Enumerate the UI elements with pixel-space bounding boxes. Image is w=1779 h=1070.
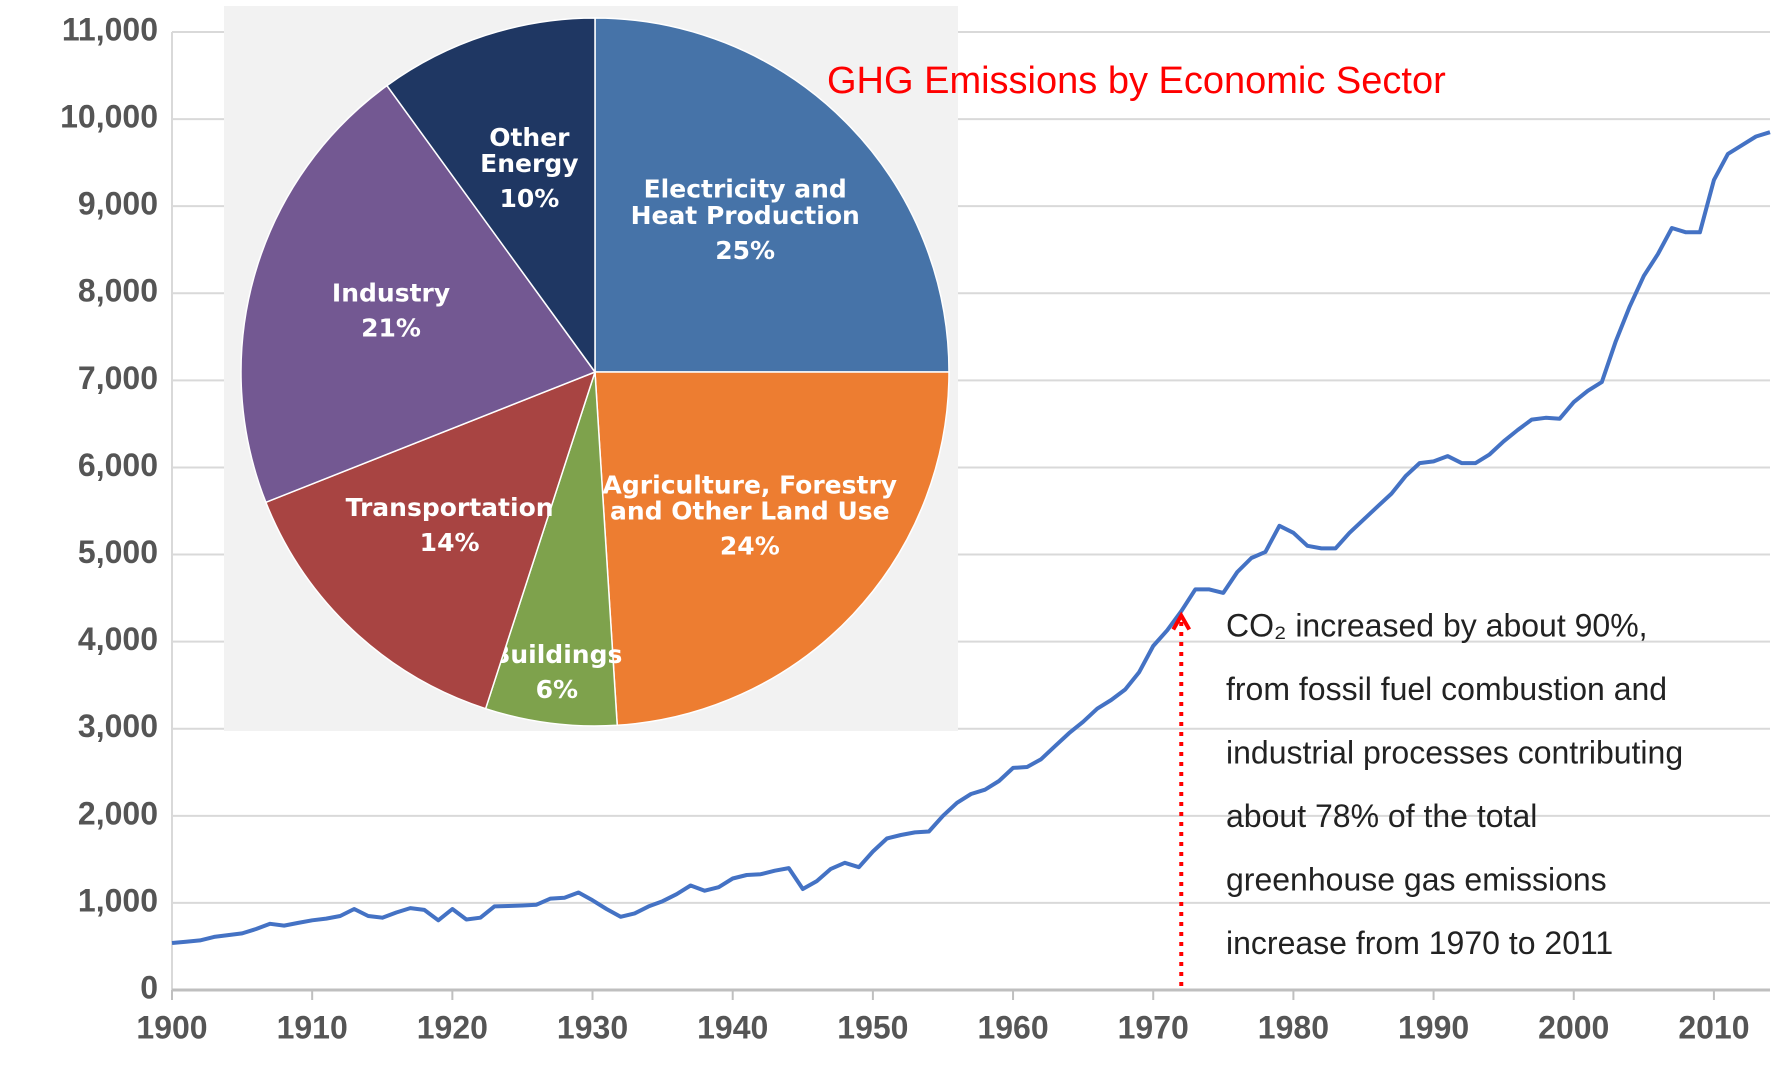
slice-value: 21%: [361, 314, 421, 343]
pie-slice: [385, 17, 596, 375]
y-tick-label: 11,000: [62, 11, 158, 47]
slice-value: 24%: [720, 531, 780, 560]
annotation-text: greenhouse gas emissions: [1226, 861, 1607, 897]
y-tick-label: 6,000: [78, 447, 158, 483]
pie-title: GHG Emissions by Economic Sector: [827, 60, 1446, 102]
y-tick-label: 3,000: [78, 708, 158, 744]
pie-slice: [264, 370, 597, 710]
y-tick-label: 7,000: [78, 360, 158, 396]
annotation-text: about 78% of the total: [1226, 798, 1537, 834]
slice-label: Agriculture, Forestry and Other Land Use: [603, 470, 898, 525]
x-tick-label: 1900: [136, 1009, 207, 1045]
slice-label: Other Energy: [480, 123, 578, 178]
pie-slice: [484, 371, 619, 727]
y-tick-label: 10,000: [60, 99, 158, 135]
y-tick-label: 8,000: [78, 273, 158, 309]
y-tick-label: 9,000: [78, 186, 158, 222]
y-tick-label: 5,000: [78, 534, 158, 570]
arrow-head: [1171, 611, 1191, 631]
annotation-text: CO₂ increased by about 90%,: [1226, 607, 1648, 643]
annotation-text: from fossil fuel combustion and: [1226, 671, 1667, 707]
slice-label: Transportation: [346, 493, 554, 522]
slice-label: Electricity and Heat Production: [631, 175, 860, 230]
slice-label: Industry: [332, 279, 450, 308]
y-tick-label: 2,000: [78, 795, 158, 831]
x-tick-label: 1940: [697, 1009, 768, 1045]
x-tick-label: 1970: [1118, 1009, 1189, 1045]
annotation-text: industrial processes contributing: [1226, 734, 1683, 770]
y-tick-label: 1,000: [78, 882, 158, 918]
slice-value: 10%: [499, 184, 559, 213]
pie-slice: [594, 17, 950, 373]
y-tick-label: 0: [140, 969, 158, 1005]
x-tick-label: 2010: [1678, 1009, 1749, 1045]
slice-value: 14%: [420, 528, 480, 557]
x-tick-label: 1910: [277, 1009, 348, 1045]
y-tick-label: 4,000: [78, 621, 158, 657]
x-tick-label: 1980: [1258, 1009, 1329, 1045]
x-tick-label: 1920: [417, 1009, 488, 1045]
slice-value: 6%: [536, 675, 578, 704]
x-tick-label: 1990: [1398, 1009, 1469, 1045]
slice-value: 25%: [715, 236, 775, 265]
x-tick-label: 2000: [1538, 1009, 1609, 1045]
data-line: [171, 130, 1771, 945]
slice-label: Buildings: [491, 640, 622, 669]
pie-slice: [240, 84, 597, 504]
x-tick-label: 1960: [977, 1009, 1048, 1045]
x-tick-label: 1930: [557, 1009, 628, 1045]
annotation-text: increase from 1970 to 2011: [1226, 925, 1613, 961]
pie-slice: [594, 371, 950, 727]
x-tick-label: 1950: [837, 1009, 908, 1045]
